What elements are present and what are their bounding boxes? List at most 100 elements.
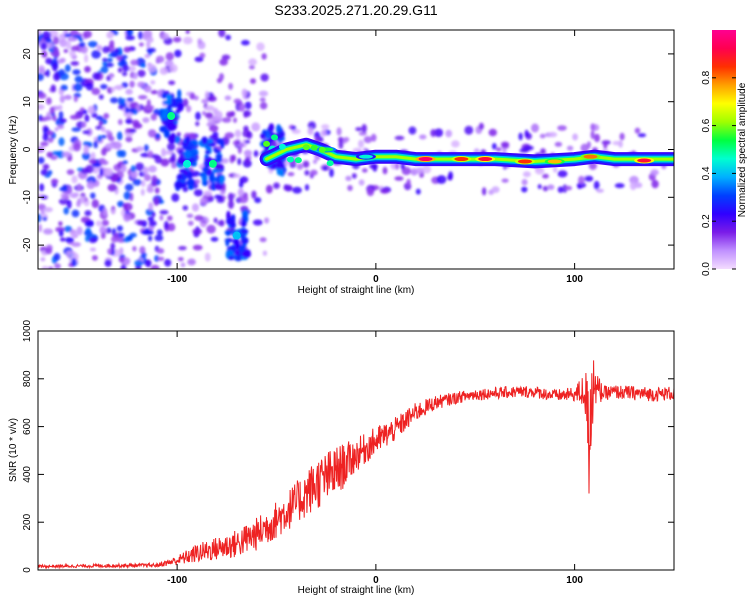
spectrogram-speckle — [201, 98, 209, 104]
spectrogram-speckle — [40, 141, 49, 147]
spectrogram-speckle — [237, 158, 242, 166]
spectrogram-speckle — [518, 132, 523, 141]
spectrogram-speckle — [594, 133, 600, 143]
spectrogram-speckle — [206, 224, 216, 234]
spectrogram-speckle — [125, 88, 133, 95]
spectrogram-speckle — [99, 226, 108, 235]
spectrogram-speckle — [71, 127, 81, 132]
spectrogram-blob-speckle — [167, 103, 172, 112]
spectrogram-speckle — [151, 175, 158, 183]
spectrogram-speckle — [213, 217, 218, 223]
spectrogram-speckle — [178, 246, 187, 251]
spectrogram-speckle — [88, 237, 97, 244]
spectrogram-speckle — [99, 167, 104, 177]
spectrogram-speckle — [192, 228, 202, 235]
spectrogram-blob-speckle — [201, 136, 208, 145]
spectrogram-speckle — [140, 63, 147, 68]
spectrogram-speckle — [495, 147, 502, 152]
spectrogram-speckle — [258, 90, 269, 97]
snr-xtick-label: 0 — [373, 575, 379, 586]
spectrogram-speckle — [259, 237, 267, 243]
spectrogram-blob-speckle — [205, 149, 211, 155]
spectrogram-speckle — [253, 150, 259, 158]
spectrogram-speckle — [82, 30, 92, 39]
spectrogram-speckle — [143, 85, 152, 93]
spectrogram-speckle — [122, 71, 128, 77]
spectrogram-speckle — [200, 222, 207, 227]
spectrogram-speckle — [113, 232, 119, 239]
spectrogram-speckle — [395, 162, 400, 170]
spectrogram-speckle — [46, 151, 54, 158]
spectrogram-speckle — [231, 154, 236, 162]
spectrogram-speckle — [292, 186, 302, 194]
spectrogram-speckle — [164, 259, 172, 267]
spectrogram-blob-speckle — [231, 214, 236, 221]
spectrogram-speckle — [85, 227, 91, 234]
spectrogram-speckle — [347, 185, 353, 191]
spectrogram-speckle — [304, 170, 310, 176]
spectrogram-speckle — [101, 126, 106, 133]
spectrogram-speckle — [39, 183, 45, 192]
spectrogram-speckle — [63, 48, 69, 53]
spectrogram-speckle — [521, 179, 528, 186]
spectrogram-speckle — [47, 170, 53, 176]
spectrogram-speckle — [110, 242, 116, 252]
spectrogram-blob-speckle — [201, 166, 209, 172]
spectrogram-speckle — [189, 92, 196, 100]
spectrogram-speckle — [264, 217, 270, 224]
spectrogram-speckle — [547, 184, 555, 190]
spectrogram-speckle — [63, 207, 69, 215]
spectrogram-speckle — [233, 117, 237, 123]
spectrogram-speckle — [71, 209, 80, 218]
snr-ytick-label: 1000 — [22, 319, 33, 342]
spectrogram-speckle — [106, 31, 114, 39]
spectrogram-speckle — [87, 41, 98, 48]
spectrogram-speckle — [45, 57, 53, 65]
spectrogram-speckle — [224, 95, 232, 101]
spectrogram-blob-speckle — [215, 154, 223, 159]
spectrogram-speckle — [132, 246, 137, 252]
spectrogram-speckle — [73, 95, 78, 103]
spectrogram-speckle — [283, 184, 293, 192]
spectrogram-speckle — [248, 65, 255, 70]
spectrogram-speckle — [219, 190, 226, 195]
spectrogram-speckle — [343, 137, 350, 142]
spectrogram-speckle — [79, 42, 86, 48]
spectrogram-speckle — [40, 195, 48, 200]
spectrogram-speckle — [481, 187, 487, 196]
spectrogram-blob-speckle — [224, 229, 232, 236]
spectrogram-speckle — [173, 36, 182, 43]
spectrogram-speckle — [614, 183, 625, 189]
spectrogram-speckle — [84, 114, 90, 123]
spectrogram-ridge-knot — [294, 157, 302, 164]
spectrogram-speckle — [296, 163, 304, 170]
spectrogram-speckle — [95, 115, 104, 121]
spectrogram-speckle — [129, 128, 137, 134]
spectrogram-speckle — [40, 257, 46, 262]
spectrogram-speckle — [154, 234, 164, 242]
spectrogram-speckle — [122, 160, 128, 165]
spectrogram-speckle — [148, 165, 157, 173]
spectrogram-speckle — [61, 194, 69, 200]
spectrogram-ridge-core — [583, 154, 598, 159]
spectrogram-speckle — [246, 131, 253, 139]
colorbar-tick-label: 0.8 — [701, 70, 712, 84]
spectrogram-blob-speckle — [215, 183, 224, 190]
spectrogram-blob-speckle — [163, 129, 170, 139]
spectrogram-speckle — [126, 97, 134, 102]
spectrogram-speckle — [135, 104, 141, 111]
spectrogram-speckle — [239, 176, 249, 184]
spectrogram-speckle — [42, 116, 53, 121]
spectrogram-speckle — [62, 151, 71, 158]
spectrogram-speckle — [92, 72, 101, 80]
spectrogram-speckle — [227, 192, 235, 202]
spectrogram-speckle — [169, 64, 178, 73]
spectrogram-speckle — [197, 38, 203, 45]
spectrogram-speckle — [524, 145, 534, 151]
spectrogram-speckle — [102, 57, 108, 63]
spectrogram-speckle — [260, 73, 269, 82]
spectrogram-speckle — [42, 31, 52, 40]
spectrogram-speckle — [150, 113, 157, 121]
